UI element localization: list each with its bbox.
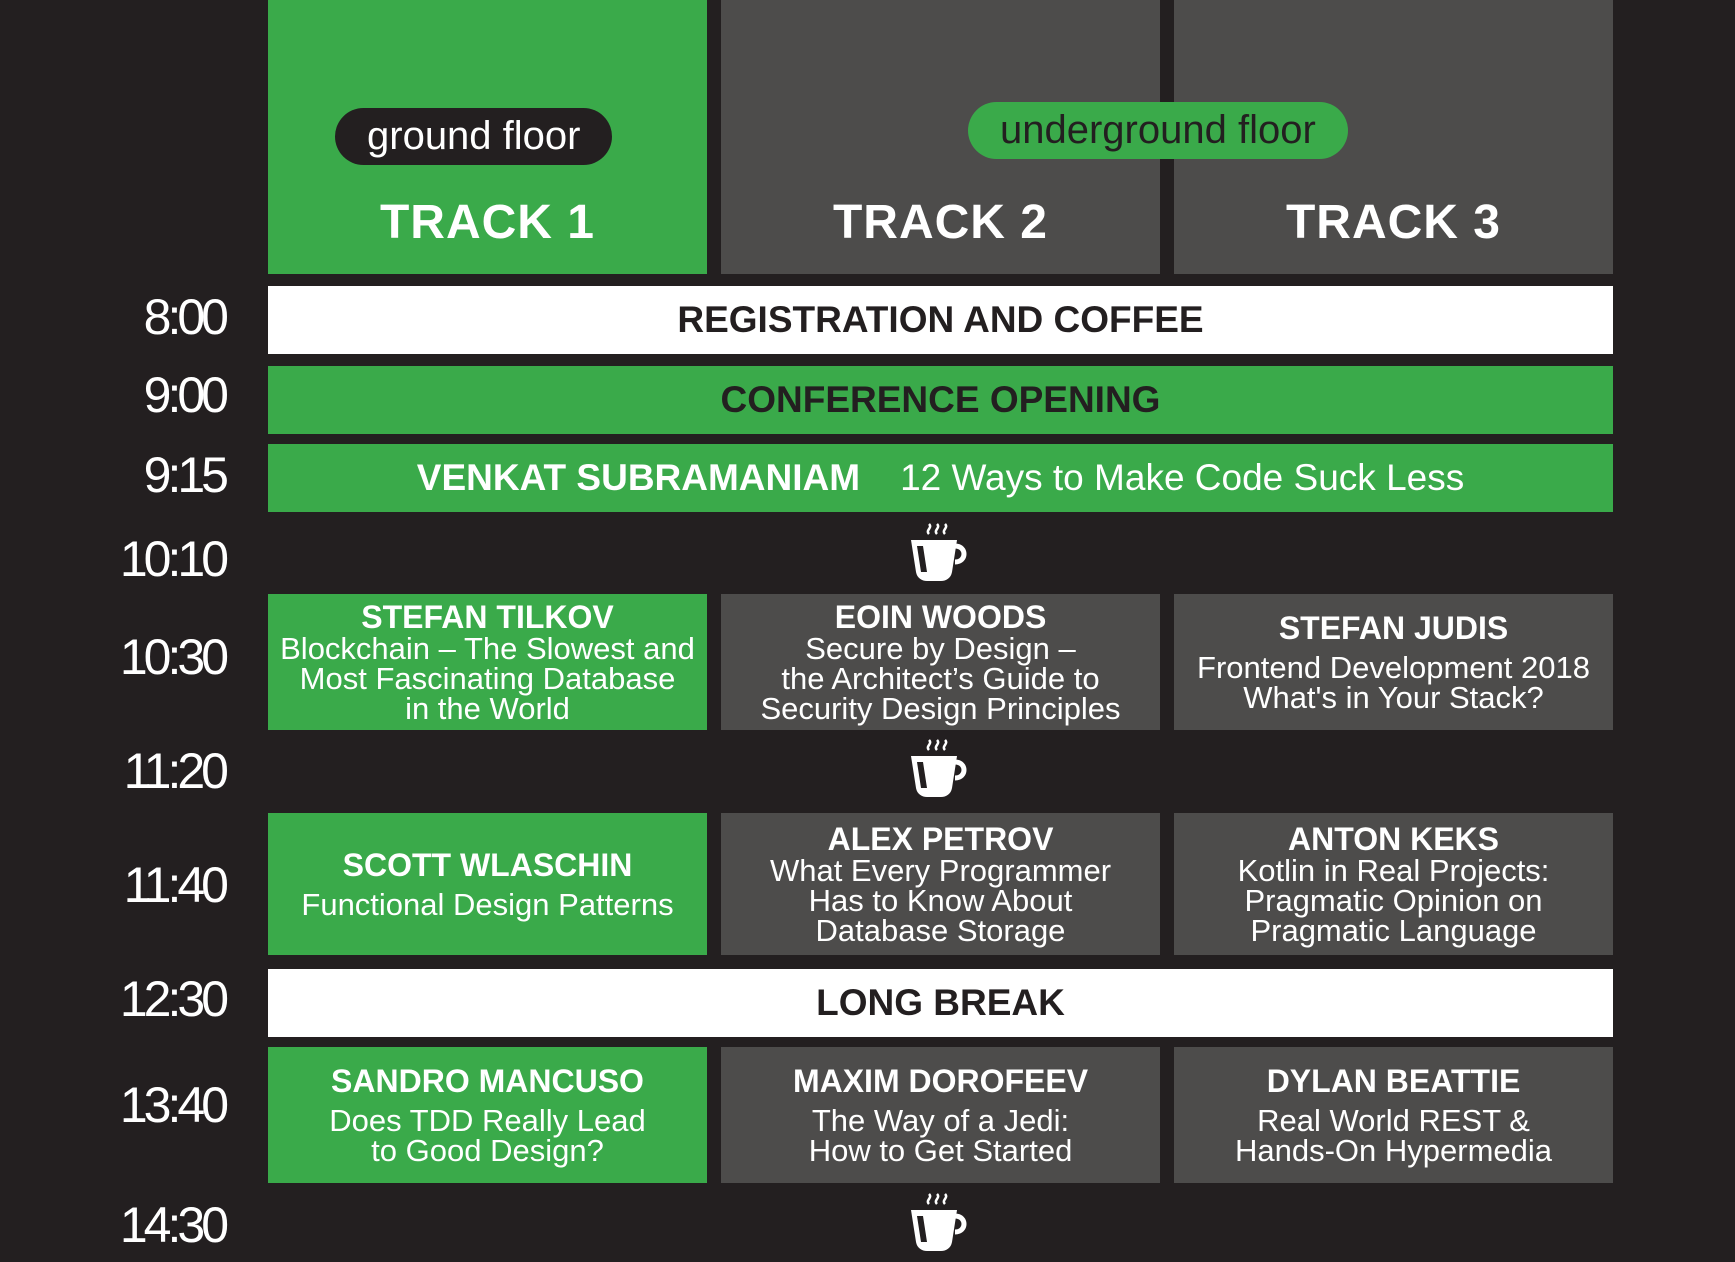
keynote-bar: VENKAT SUBRAMANIAM 12 Ways to Make Code … — [268, 444, 1613, 512]
long-break-bar: LONG BREAK — [268, 969, 1613, 1037]
track-1-title: TRACK 1 — [379, 196, 595, 249]
session-card: EOIN WOODS Secure by Design – the Archit… — [721, 594, 1160, 730]
session-speaker: STEFAN JUDIS — [1278, 609, 1509, 646]
session-talk: Frontend Development 2018 What's in Your… — [1197, 649, 1590, 715]
coffee-cup-icon — [911, 523, 967, 581]
registration-bar: REGISTRATION AND COFFEE — [268, 286, 1613, 354]
session-card: ALEX PETROV What Every Programmer Has to… — [721, 813, 1160, 955]
keynote-talk: 12 Ways to Make Code Suck Less — [900, 457, 1465, 498]
keynote-speaker: VENKAT SUBRAMANIAM — [416, 457, 861, 498]
coffee-cup-icon — [911, 1193, 967, 1251]
track-2-title: TRACK 2 — [832, 196, 1048, 249]
time-label: 10:30 — [119, 629, 229, 685]
session-speaker: ALEX PETROV — [827, 820, 1054, 857]
session-card: ANTON KEKS Kotlin in Real Projects: Prag… — [1174, 813, 1613, 955]
session-talk: The Way of a Jedi: How to Get Started — [808, 1102, 1073, 1168]
session-card: SCOTT WLASCHIN Functional Design Pattern… — [268, 813, 707, 955]
session-card: SANDRO MANCUSO Does TDD Really Lead to G… — [268, 1047, 707, 1183]
track-3-title: TRACK 3 — [1285, 196, 1501, 249]
time-label: 11:20 — [123, 743, 229, 799]
session-card: MAXIM DOROFEEV The Way of a Jedi: How to… — [721, 1047, 1160, 1183]
session-card: STEFAN JUDIS Frontend Development 2018 W… — [1174, 594, 1613, 730]
session-speaker: MAXIM DOROFEEV — [792, 1062, 1089, 1099]
session-talk: Secure by Design – the Architect’s Guide… — [760, 630, 1121, 726]
session-talk: Does TDD Really Lead to Good Design? — [329, 1102, 646, 1168]
time-label: 11:40 — [123, 857, 229, 913]
session-speaker: DYLAN BEATTIE — [1266, 1062, 1521, 1099]
session-card: STEFAN TILKOV Blockchain – The Slowest a… — [268, 594, 707, 730]
coffee-cup-icon — [911, 739, 967, 797]
track-1-header: ground floor TRACK 1 — [268, 0, 707, 274]
time-label: 9:15 — [143, 447, 229, 503]
time-label: 9:00 — [143, 367, 229, 423]
time-label: 12:30 — [119, 971, 229, 1027]
session-talk: Functional Design Patterns — [301, 886, 674, 922]
session-speaker: STEFAN TILKOV — [361, 598, 614, 635]
session-speaker: EOIN WOODS — [834, 598, 1047, 635]
time-label: 10:10 — [119, 531, 229, 587]
session-speaker: SCOTT WLASCHIN — [342, 846, 633, 883]
ground-floor-badge: ground floor — [335, 108, 613, 165]
underground-floor-badge: underground floor — [968, 102, 1348, 159]
time-label: 8:00 — [143, 289, 229, 345]
conference-opening-bar: CONFERENCE OPENING — [268, 366, 1613, 434]
session-talk: Real World REST & Hands-On Hypermedia — [1234, 1102, 1553, 1168]
time-label: 14:30 — [119, 1197, 229, 1253]
session-card: DYLAN BEATTIE Real World REST & Hands-On… — [1174, 1047, 1613, 1183]
time-label: 13:40 — [119, 1077, 229, 1133]
session-talk: What Every Programmer Has to Know About … — [769, 852, 1112, 948]
session-speaker: ANTON KEKS — [1288, 820, 1499, 857]
session-talk: Kotlin in Real Projects: Pragmatic Opini… — [1237, 852, 1550, 948]
session-speaker: SANDRO MANCUSO — [331, 1062, 644, 1099]
session-talk: Blockchain – The Slowest and Most Fascin… — [280, 630, 695, 726]
